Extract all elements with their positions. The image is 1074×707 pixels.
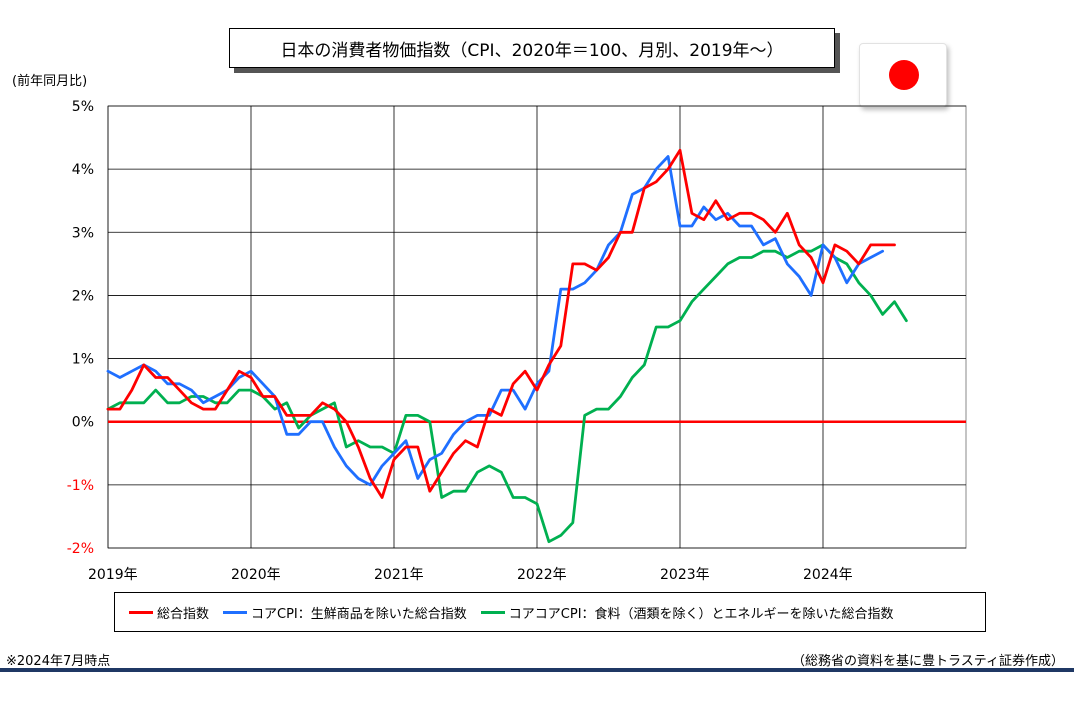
y-tick-label: 4% bbox=[72, 162, 94, 178]
x-tick-label: 2022年 bbox=[517, 567, 567, 583]
source-note: （総務省の資料を基に豊トラスティ証券作成） bbox=[792, 654, 1064, 669]
x-tick-label: 2021年 bbox=[374, 567, 424, 583]
y-tick-label: 0% bbox=[72, 415, 94, 431]
x-tick-label: 2024年 bbox=[803, 567, 853, 583]
x-tick-label: 2023年 bbox=[660, 567, 710, 583]
series-line-headline bbox=[106, 148, 896, 499]
legend-swatch-corecore bbox=[480, 610, 505, 614]
y-tick-label: -1% bbox=[67, 478, 94, 494]
x-tick-label: 2019年 bbox=[88, 567, 138, 583]
y-tick-label: 2% bbox=[72, 288, 94, 304]
bottom-rule bbox=[0, 668, 1074, 672]
japan-flag-icon bbox=[859, 43, 947, 107]
series-line-core bbox=[106, 155, 884, 487]
y-tick-label: 1% bbox=[72, 352, 94, 368]
series-line-corecore bbox=[106, 243, 908, 544]
y-tick-label: 5% bbox=[72, 99, 94, 115]
legend-label-headline: 総合指数 bbox=[157, 606, 210, 622]
flag-sun bbox=[889, 60, 919, 90]
chart-legend: 総合指数 コアCPI：生鮮商品を除いた総合指数 コアコアCPI：食料（酒類を除く… bbox=[114, 592, 986, 632]
y-tick-label: 3% bbox=[72, 225, 94, 241]
y-tick-label: -2% bbox=[67, 541, 94, 557]
as-of-note: ※2024年7月時点 bbox=[6, 654, 111, 669]
legend-item-corecore: コアコアCPI：食料（酒類を除く）とエネルギーを除いた総合指数 bbox=[480, 603, 894, 622]
y-axis-unit-label: (前年同月比) bbox=[12, 74, 88, 89]
legend-swatch-core bbox=[223, 610, 248, 614]
legend-item-core: コアCPI：生鮮商品を除いた総合指数 bbox=[223, 603, 467, 622]
legend-item-headline: 総合指数 bbox=[129, 603, 209, 622]
legend-label-corecore: コアコアCPI：食料（酒類を除く）とエネルギーを除いた総合指数 bbox=[508, 606, 894, 622]
x-tick-label: 2020年 bbox=[231, 567, 281, 583]
chart-title: 日本の消費者物価指数（CPI、2020年＝100、月別、2019年～） bbox=[229, 28, 835, 68]
legend-swatch-headline bbox=[129, 610, 153, 614]
legend-label-core: コアCPI：生鮮商品を除いた総合指数 bbox=[251, 606, 467, 622]
